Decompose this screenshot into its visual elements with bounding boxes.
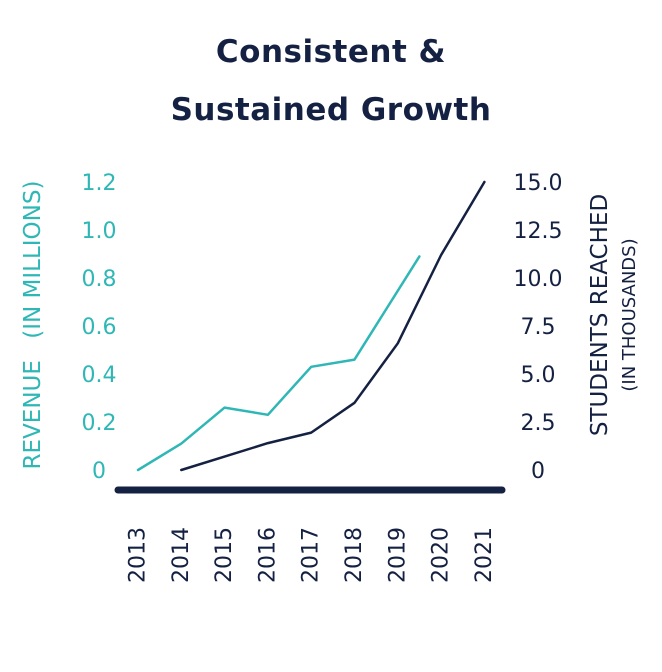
y-right-tick-label: 2.5 [521,411,556,436]
svg-text:REVENUE (IN MILLIONS): REVENUE (IN MILLIONS) [20,181,46,470]
y-left-tick-label: 0.6 [82,315,117,340]
y-left-tick-label: 0.8 [82,267,117,292]
y-axis-right-title-sub: (IN THOUSANDS) [619,238,640,391]
y-right-tick-label: 0 [531,459,545,484]
y-axis-right-title-main: STUDENTS REACHED [587,194,613,436]
x-tick-label: 2016 [255,527,280,583]
y-right-tick-label: 10.0 [514,267,563,292]
chart-title-line-2: Sustained Growth [170,92,492,128]
y-left-tick-label: 0.2 [82,411,117,436]
x-tick-label: 2019 [385,527,410,583]
y-right-tick-label: 7.5 [521,315,556,340]
y-left-tick-label: 1.2 [82,171,117,196]
y-axis-left-title-main: REVENUE [20,360,46,469]
x-tick-label: 2021 [472,527,497,583]
x-tick-label: 2017 [299,527,324,583]
y-axis-left-title-sub: (IN MILLIONS) [20,181,46,339]
revenue-line [136,255,421,472]
x-tick-label: 2013 [126,527,151,583]
students-line [180,180,486,472]
x-tick-label: 2020 [429,527,454,583]
y-left-tick-label: 1.0 [82,219,117,244]
y-right-tick-label: 5.0 [521,363,556,388]
y-left-tick-label: 0.4 [82,363,117,388]
y-right-tick-label: 12.5 [514,219,563,244]
x-tick-label: 2015 [212,527,237,583]
x-tick-label: 2014 [169,527,194,583]
chart-title-line-1: Consistent & [215,34,447,70]
y-left-tick-label: 0 [92,459,106,484]
x-tick-label: 2018 [342,527,367,583]
y-axis-left-title: REVENUE (IN MILLIONS) [20,181,46,470]
y-right-tick-label: 15.0 [514,171,563,196]
y-axis-right-title: STUDENTS REACHED (IN THOUSANDS) [587,194,640,436]
